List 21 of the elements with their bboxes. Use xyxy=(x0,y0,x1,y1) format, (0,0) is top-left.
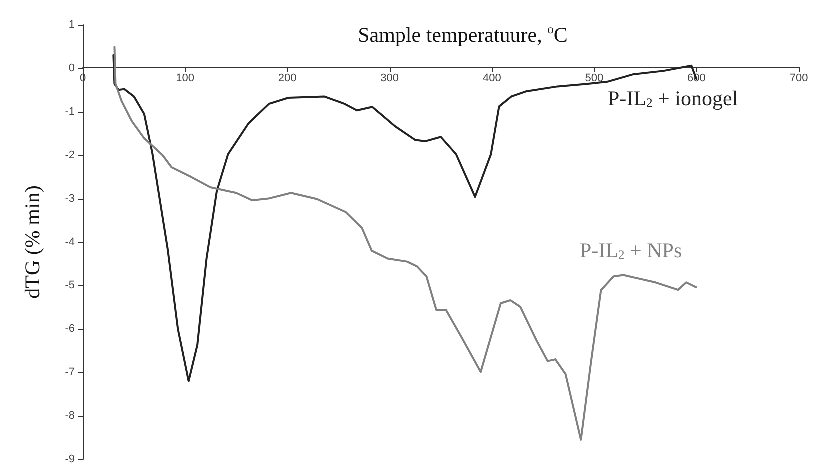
y-tick-label: -6 xyxy=(65,323,75,336)
x-tick-label: 700 xyxy=(790,72,808,85)
y-tick-label: -2 xyxy=(65,149,75,162)
series-label: P-IL2 + ionogel xyxy=(608,86,738,111)
y-tick-label: -5 xyxy=(65,280,75,292)
x-tick-label: 100 xyxy=(176,72,194,85)
x-tick-label: 600 xyxy=(688,72,706,85)
x-tick-label: 300 xyxy=(380,72,400,85)
y-tick-label: -4 xyxy=(65,236,75,248)
series-label: P-IL2 + NPs xyxy=(580,238,682,263)
x-tick-label: 500 xyxy=(585,72,604,85)
x-tick-label: 200 xyxy=(278,72,297,85)
x-tick-label: 400 xyxy=(482,72,502,85)
y-tick-label: -8 xyxy=(65,410,75,422)
y-tick-label: 1 xyxy=(68,19,75,31)
y-axis-title: dTG (% min) xyxy=(20,186,44,299)
y-tick-label: 0 xyxy=(68,62,75,74)
y-tick-label: -7 xyxy=(65,366,75,379)
y-tick-label: -9 xyxy=(65,454,75,466)
y-tick-label: -3 xyxy=(65,192,75,205)
y-tick-label: -1 xyxy=(65,106,75,118)
